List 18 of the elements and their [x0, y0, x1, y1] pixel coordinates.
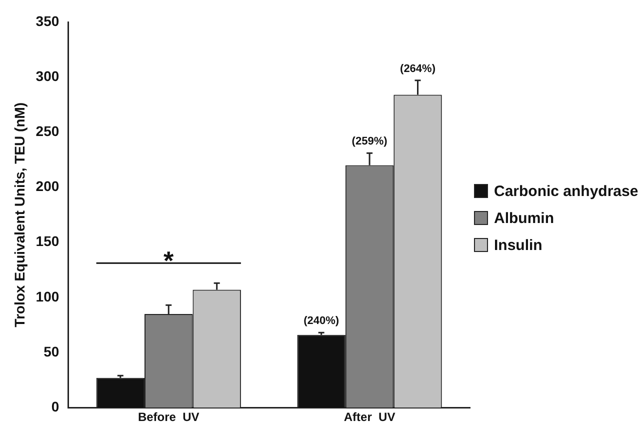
legend-label: Insulin — [494, 236, 542, 254]
y-tick-label: 200 — [36, 178, 60, 194]
annotation: (259%) — [352, 136, 388, 148]
y-axis-title: Trolox Equivalent Units, TEU (nM) — [11, 102, 28, 328]
y-tick-label: 250 — [36, 123, 60, 140]
legend-label: Albumin — [494, 210, 554, 226]
y-tick-label: 350 — [36, 12, 60, 29]
y-tick-label: 50 — [44, 343, 60, 360]
y-tick-label: 300 — [36, 68, 60, 84]
y-tick-label: 100 — [36, 288, 60, 304]
annotation: (240%) — [304, 315, 340, 328]
legend-label: Carbonic anhydrase — [494, 182, 638, 200]
annotation: (264%) — [400, 62, 436, 75]
x-tick-label: Before UV — [138, 410, 200, 424]
annotation: * — [164, 245, 175, 276]
y-tick-label: 150 — [36, 233, 60, 250]
y-tick-label: 0 — [51, 398, 60, 414]
x-tick-label: After UV — [344, 410, 396, 424]
